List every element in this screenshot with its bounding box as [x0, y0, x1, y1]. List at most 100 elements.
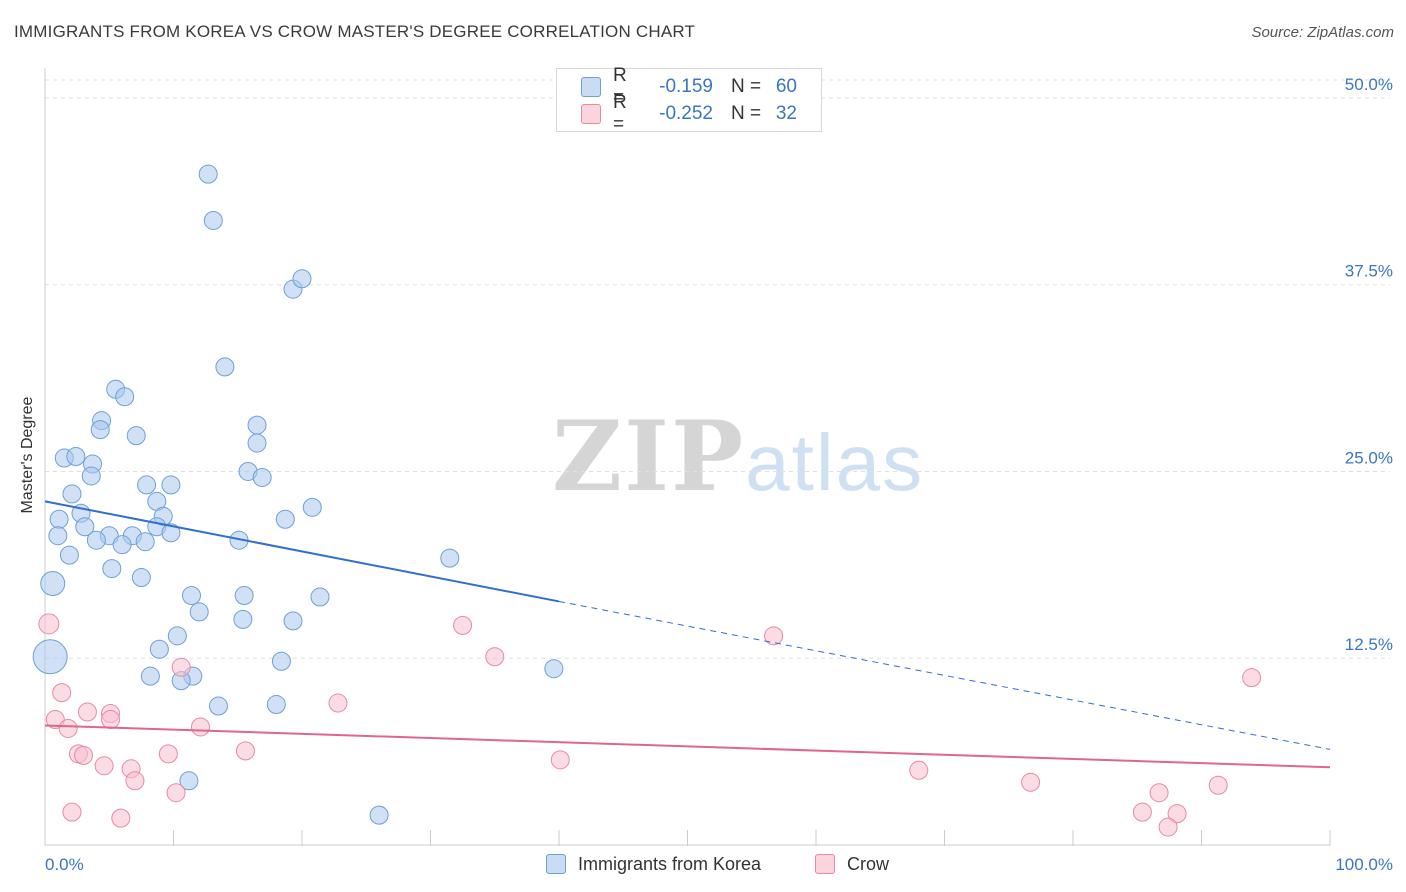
point-crow — [1132, 802, 1152, 822]
point-korea — [208, 696, 228, 716]
point-crow — [453, 615, 473, 635]
point-korea — [234, 585, 254, 605]
point-korea — [161, 475, 181, 495]
point-korea — [198, 164, 218, 184]
trend-line-crow — [44, 724, 1331, 769]
legend-r-label: R = — [613, 92, 627, 135]
y-tick-label: 12.5% — [1345, 635, 1393, 654]
watermark: ZIPatlas — [552, 400, 924, 513]
point-crow — [62, 802, 82, 822]
point-korea — [59, 545, 79, 565]
point-korea — [32, 639, 68, 675]
point-korea — [137, 475, 157, 495]
trend-line-korea — [44, 500, 560, 603]
point-crow — [909, 760, 929, 780]
point-korea — [266, 695, 286, 715]
source-label: Source: ZipAtlas.com — [1251, 24, 1394, 41]
point-crow — [74, 745, 94, 765]
y-tick-label: 25.0% — [1345, 448, 1393, 467]
point-korea — [131, 568, 151, 588]
point-korea — [66, 447, 86, 467]
point-korea — [189, 602, 209, 622]
point-korea — [271, 651, 291, 671]
point-korea — [252, 467, 272, 487]
point-korea — [140, 666, 160, 686]
point-korea — [310, 587, 330, 607]
point-crow — [94, 756, 114, 776]
point-crow — [171, 657, 191, 677]
point-korea — [135, 532, 155, 552]
trend-line-korea-extrapolated — [558, 600, 1331, 750]
point-crow — [190, 717, 210, 737]
point-korea — [48, 526, 68, 546]
bottom-legend-korea: Immigrants from Korea — [546, 852, 761, 876]
point-korea — [292, 269, 312, 289]
watermark-atlas: atlas — [745, 418, 925, 507]
point-korea — [247, 433, 267, 453]
point-korea — [440, 548, 460, 568]
point-crow — [328, 693, 348, 713]
y-tick-label: 50.0% — [1345, 75, 1393, 94]
bottom-legend-label-korea: Immigrants from Korea — [578, 853, 762, 874]
legend-r-value: -0.159 — [659, 76, 713, 97]
point-crow — [125, 771, 145, 791]
point-korea — [283, 611, 303, 631]
legend-n-label: N = — [731, 76, 762, 97]
point-crow — [38, 613, 60, 635]
point-crow — [77, 702, 97, 722]
bottom-legend-label-crow: Crow — [847, 853, 890, 874]
point-korea — [112, 535, 132, 555]
point-korea — [149, 639, 169, 659]
point-korea — [215, 357, 235, 377]
point-crow — [550, 750, 570, 770]
bottom-legend-swatch-korea — [546, 854, 566, 874]
point-korea — [275, 509, 295, 529]
legend-row-crow: R = -0.252 N = 32 — [581, 92, 797, 135]
point-korea — [90, 420, 110, 440]
point-crow — [1208, 775, 1228, 795]
point-korea — [49, 509, 69, 529]
point-crow — [158, 744, 178, 764]
point-korea — [233, 609, 253, 629]
point-crow — [58, 718, 78, 738]
point-korea — [115, 387, 135, 407]
point-korea — [102, 559, 122, 579]
watermark-zip: ZIP — [552, 400, 746, 513]
point-crow — [764, 626, 784, 646]
chart-title: IMMIGRANTS FROM KOREA VS CROW MASTER'S D… — [14, 22, 696, 41]
bottom-legend-crow: Crow — [815, 852, 889, 876]
point-korea — [161, 523, 181, 543]
legend: R = -0.159 N = 60 R = -0.252 N = 32 — [556, 65, 822, 135]
point-crow — [52, 683, 72, 703]
legend-n-label: N = — [731, 103, 762, 124]
point-korea — [203, 210, 223, 230]
point-korea — [62, 484, 82, 504]
point-crow — [485, 647, 505, 667]
point-korea — [179, 771, 199, 791]
point-crow — [1242, 668, 1262, 688]
legend-n-value: 60 — [775, 76, 797, 97]
point-korea — [544, 659, 564, 679]
point-crow — [1149, 783, 1169, 803]
point-korea — [181, 585, 201, 605]
legend-row-korea: R = -0.159 N = 60 — [581, 65, 797, 108]
x-tick-label-min: 0.0% — [45, 855, 84, 874]
point-korea — [81, 466, 101, 486]
point-crow — [101, 709, 121, 729]
legend-r-label: R = — [613, 65, 627, 108]
point-crow — [1021, 772, 1041, 792]
legend-swatch-crow — [581, 104, 601, 124]
point-korea — [302, 497, 322, 517]
point-korea — [167, 626, 187, 646]
point-korea — [247, 415, 267, 435]
point-korea — [369, 805, 389, 825]
point-korea — [40, 571, 66, 597]
point-crow — [1167, 804, 1187, 824]
point-crow — [111, 808, 131, 828]
point-crow — [235, 741, 255, 761]
x-tick-label-max: 100.0% — [1335, 855, 1393, 874]
bottom-legend-swatch-crow — [815, 854, 835, 874]
legend-n-value: 32 — [775, 103, 797, 124]
legend-r-value: -0.252 — [659, 103, 713, 124]
